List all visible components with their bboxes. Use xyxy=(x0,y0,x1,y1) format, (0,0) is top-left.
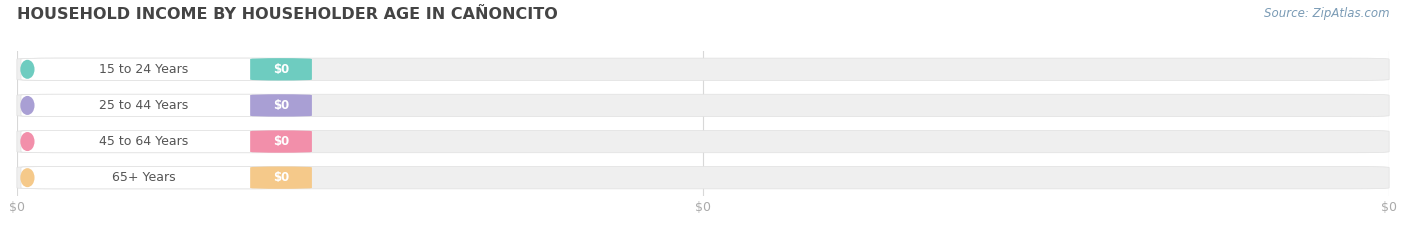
Ellipse shape xyxy=(20,60,35,79)
Ellipse shape xyxy=(20,96,35,115)
Text: 25 to 44 Years: 25 to 44 Years xyxy=(100,99,188,112)
Text: $0: $0 xyxy=(273,171,290,184)
FancyBboxPatch shape xyxy=(17,58,1389,81)
Text: Source: ZipAtlas.com: Source: ZipAtlas.com xyxy=(1264,7,1389,20)
FancyBboxPatch shape xyxy=(21,166,281,189)
FancyBboxPatch shape xyxy=(250,94,312,117)
Text: $0: $0 xyxy=(273,99,290,112)
Text: 65+ Years: 65+ Years xyxy=(112,171,176,184)
FancyBboxPatch shape xyxy=(21,130,281,153)
Text: HOUSEHOLD INCOME BY HOUSEHOLDER AGE IN CAÑONCITO: HOUSEHOLD INCOME BY HOUSEHOLDER AGE IN C… xyxy=(17,7,558,22)
FancyBboxPatch shape xyxy=(17,166,1389,189)
Text: $0: $0 xyxy=(273,135,290,148)
FancyBboxPatch shape xyxy=(21,58,281,81)
Ellipse shape xyxy=(20,168,35,187)
FancyBboxPatch shape xyxy=(250,130,312,153)
FancyBboxPatch shape xyxy=(250,166,312,189)
FancyBboxPatch shape xyxy=(21,94,281,117)
Text: 15 to 24 Years: 15 to 24 Years xyxy=(100,63,188,76)
Text: $0: $0 xyxy=(273,63,290,76)
FancyBboxPatch shape xyxy=(17,130,1389,153)
Text: 45 to 64 Years: 45 to 64 Years xyxy=(100,135,188,148)
FancyBboxPatch shape xyxy=(250,58,312,81)
FancyBboxPatch shape xyxy=(17,94,1389,117)
Ellipse shape xyxy=(20,132,35,151)
